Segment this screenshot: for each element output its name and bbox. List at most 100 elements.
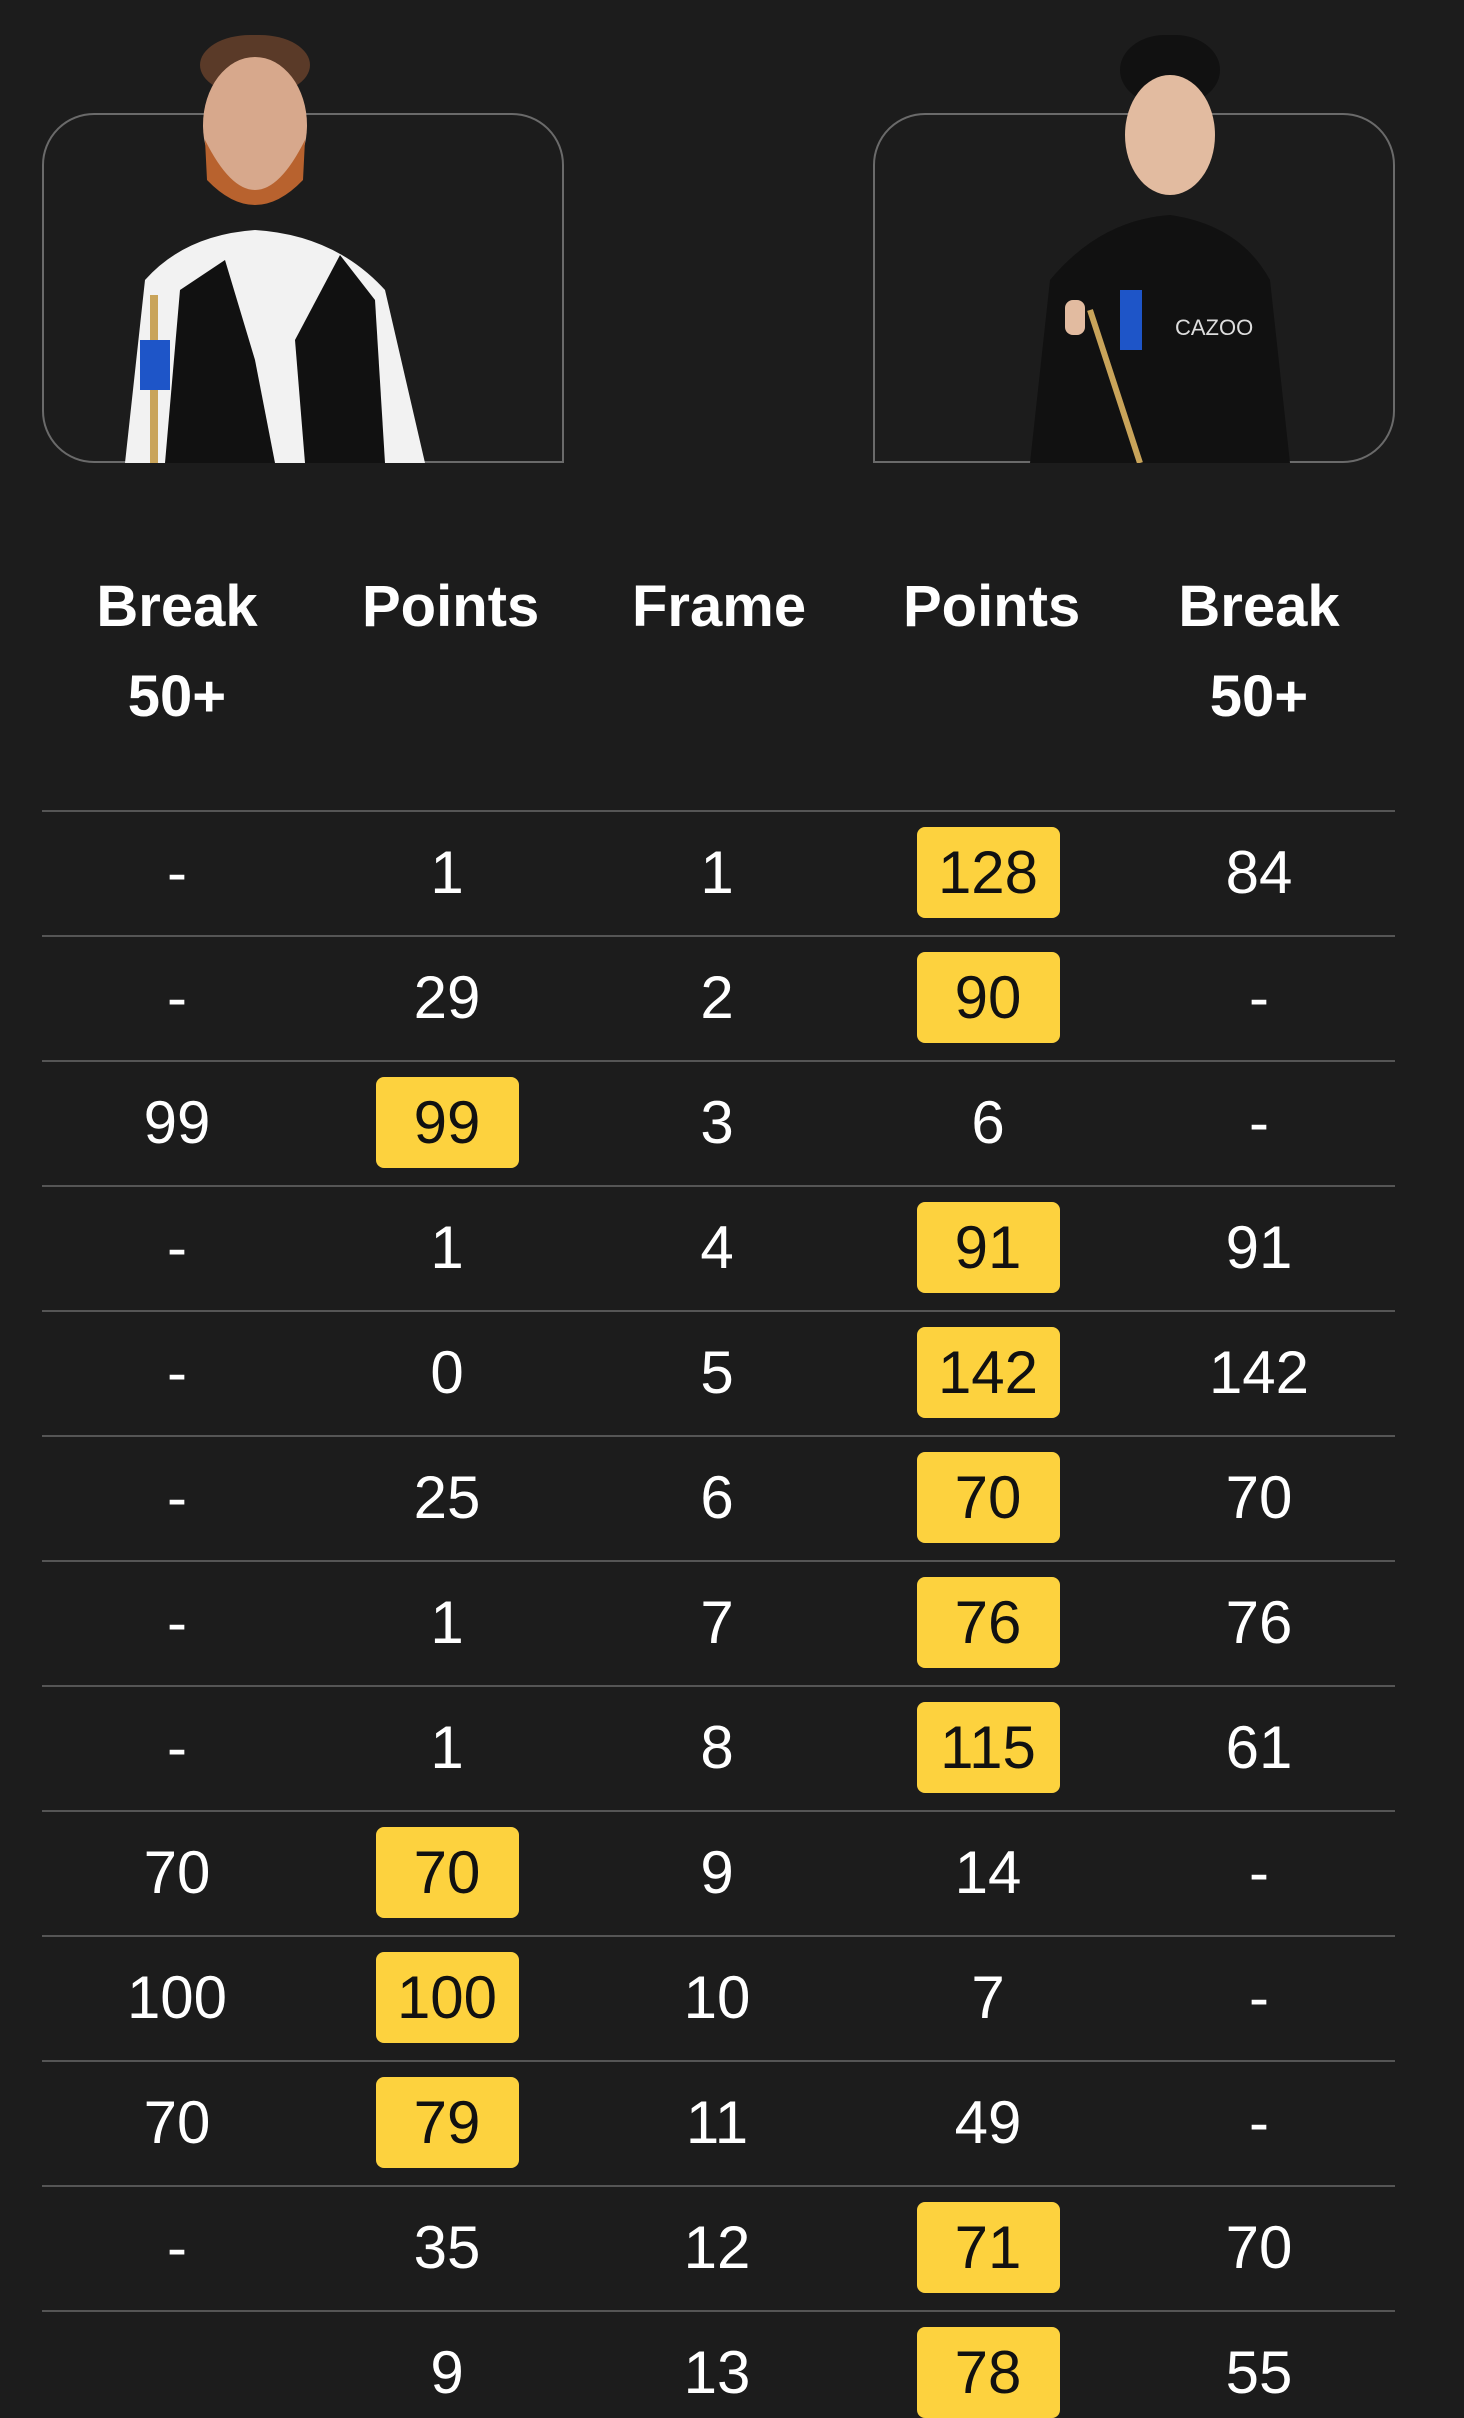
winner-points-badge: 78 — [916, 2327, 1060, 2418]
cell-value: 25 — [413, 1464, 481, 1531]
row-divider — [42, 1685, 1395, 1687]
right-break-cell: 84 — [1124, 827, 1394, 918]
frame-number-cell: 10 — [582, 1952, 852, 2043]
cell-value: 1 — [430, 1589, 464, 1656]
left-points-cell: 79 — [312, 2077, 582, 2168]
player-photo-right: CAZOO — [970, 30, 1310, 463]
cell-value: 100 — [126, 1964, 228, 2031]
row-divider — [42, 1185, 1395, 1187]
left-points-cell: 9 — [312, 2327, 582, 2418]
right-points-cell: 14 — [853, 1827, 1123, 1918]
cell-value: 70 — [1225, 2214, 1293, 2281]
right-points-cell: 142 — [853, 1327, 1123, 1418]
row-divider — [42, 1060, 1395, 1062]
row-divider — [42, 1810, 1395, 1812]
left-points-cell: 70 — [312, 1827, 582, 1918]
left-points-cell: 0 — [312, 1327, 582, 1418]
right-points-cell: 71 — [853, 2202, 1123, 2293]
left-points-cell: 35 — [312, 2202, 582, 2293]
left-break-cell: 70 — [42, 2077, 312, 2168]
winner-points-badge: 90 — [916, 952, 1060, 1043]
winner-points-badge: 115 — [916, 1702, 1060, 1793]
frame-number-cell: 3 — [582, 1077, 852, 1168]
left-break-cell: - — [42, 1327, 312, 1418]
winner-points-badge: 142 — [916, 1327, 1060, 1418]
cell-value: 2 — [700, 964, 734, 1031]
right-points-cell: 6 — [853, 1077, 1123, 1168]
frame-number-cell: 8 — [582, 1702, 852, 1793]
right-break-cell: 76 — [1124, 1577, 1394, 1668]
right-points-cell: 90 — [853, 952, 1123, 1043]
winner-points-badge: 91 — [916, 1202, 1060, 1293]
header-left-break: Break 50+ — [96, 574, 258, 729]
right-points-cell: 115 — [853, 1702, 1123, 1793]
cell-value: - — [1249, 1089, 1269, 1156]
row-divider — [42, 2060, 1395, 2062]
frame-number-cell: 9 — [582, 1827, 852, 1918]
cell-value: - — [167, 964, 187, 1031]
cell-value: - — [167, 1589, 187, 1656]
frame-number-cell: 5 — [582, 1327, 852, 1418]
frame-number-cell: 1 — [582, 827, 852, 918]
row-divider — [42, 2185, 1395, 2187]
cell-value: - — [167, 1464, 187, 1531]
cell-value: 49 — [954, 2089, 1022, 2156]
cell-value: 7 — [971, 1964, 1005, 2031]
right-points-cell: 78 — [853, 2327, 1123, 2418]
cell-value: 142 — [1208, 1339, 1310, 1406]
cell-value: 1 — [430, 1214, 464, 1281]
header-right-points: Points — [903, 574, 1081, 639]
player-photo-left — [125, 30, 505, 463]
cell-value: 8 — [700, 1714, 734, 1781]
cell-value: 1 — [700, 839, 734, 906]
cell-value: - — [1249, 964, 1269, 1031]
right-points-cell: 91 — [853, 1202, 1123, 1293]
right-break-cell: 142 — [1124, 1327, 1394, 1418]
cell-value: 9 — [430, 2339, 464, 2406]
winner-points-badge: 70 — [916, 1452, 1060, 1543]
right-points-cell: 76 — [853, 1577, 1123, 1668]
right-break-cell: - — [1124, 952, 1394, 1043]
left-break-cell: - — [42, 827, 312, 918]
cell-value: 6 — [700, 1464, 734, 1531]
frame-number-cell: 6 — [582, 1452, 852, 1543]
right-points-cell: 70 — [853, 1452, 1123, 1543]
winner-points-badge: 100 — [375, 1952, 519, 2043]
left-break-cell: - — [42, 1202, 312, 1293]
cell-value: 35 — [413, 2214, 481, 2281]
cell-value: - — [167, 2214, 187, 2281]
right-break-cell: 70 — [1124, 2202, 1394, 2293]
left-break-cell: - — [42, 1452, 312, 1543]
right-break-cell: 91 — [1124, 1202, 1394, 1293]
right-break-cell: 55 — [1124, 2327, 1394, 2418]
cell-value: 6 — [971, 1089, 1005, 1156]
cell-value: - — [1249, 1964, 1269, 2031]
right-break-cell: - — [1124, 1952, 1394, 2043]
left-points-cell: 100 — [312, 1952, 582, 2043]
right-points-cell: 7 — [853, 1952, 1123, 2043]
left-points-cell: 29 — [312, 952, 582, 1043]
left-break-cell: - — [42, 1702, 312, 1793]
row-divider — [42, 1435, 1395, 1437]
frame-number-cell: 11 — [582, 2077, 852, 2168]
cell-value: 70 — [1225, 1464, 1293, 1531]
frame-number-cell: 4 — [582, 1202, 852, 1293]
row-divider — [42, 1310, 1395, 1312]
right-break-cell: - — [1124, 1827, 1394, 1918]
winner-points-badge: 128 — [916, 827, 1060, 918]
right-break-cell: 70 — [1124, 1452, 1394, 1543]
cell-value: 70 — [143, 2089, 211, 2156]
right-points-cell: 128 — [853, 827, 1123, 918]
sponsor-logo: CAZOO — [1175, 315, 1253, 340]
cell-value: - — [1249, 2089, 1269, 2156]
frame-number-cell: 2 — [582, 952, 852, 1043]
cell-value: 29 — [413, 964, 481, 1031]
left-break-cell: - — [42, 952, 312, 1043]
winner-points-badge: 76 — [916, 1577, 1060, 1668]
cell-value: - — [167, 1339, 187, 1406]
right-break-cell: - — [1124, 2077, 1394, 2168]
left-break-cell: - — [42, 2202, 312, 2293]
cell-value: - — [167, 1214, 187, 1281]
cell-value: 14 — [954, 1839, 1022, 1906]
left-points-cell: 1 — [312, 1702, 582, 1793]
